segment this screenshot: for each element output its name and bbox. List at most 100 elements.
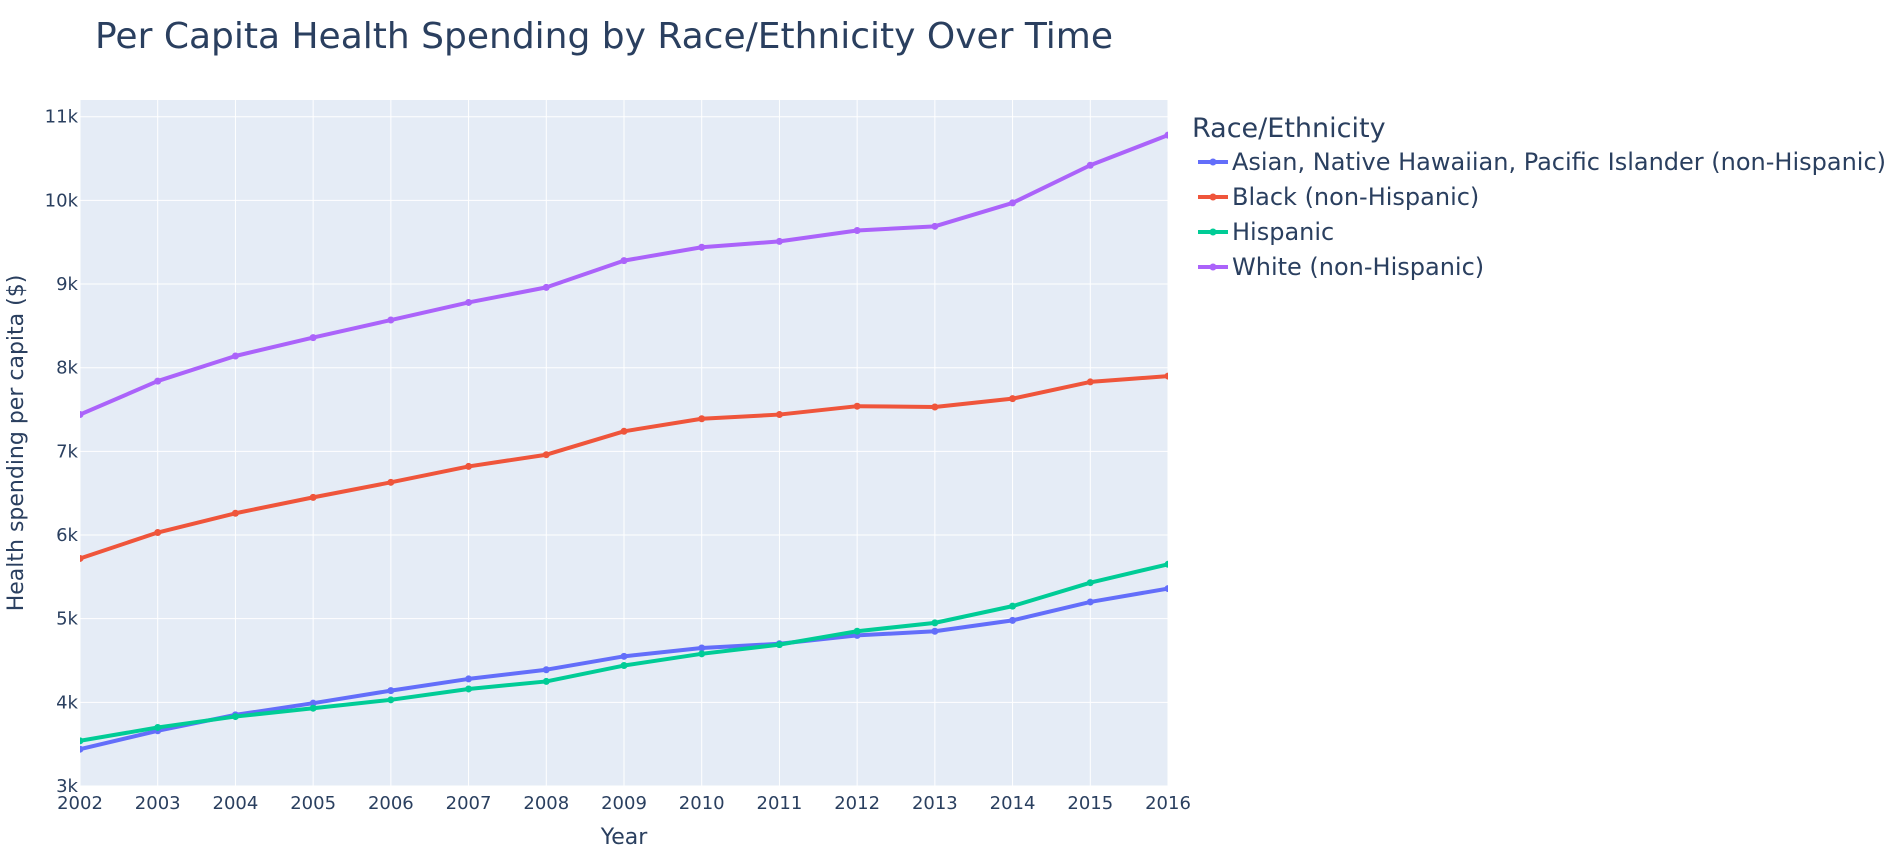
data-point	[620, 427, 628, 435]
x-axis-title: Year	[600, 825, 649, 850]
x-tick-label: 2016	[1145, 793, 1191, 814]
data-point	[154, 529, 162, 537]
chart-title: Per Capita Health Spending by Race/Ethni…	[95, 16, 1113, 57]
x-tick-label: 2007	[446, 793, 492, 814]
data-point	[620, 257, 628, 265]
y-tick-label: 9k	[56, 274, 78, 295]
data-point	[775, 641, 783, 649]
legend-swatch-marker	[1209, 228, 1217, 236]
data-point	[309, 699, 317, 707]
data-point	[931, 627, 939, 635]
legend-label: Hispanic	[1232, 218, 1334, 246]
data-point	[309, 493, 317, 501]
y-tick-label: 3k	[56, 776, 78, 797]
data-point	[698, 650, 706, 658]
data-point	[542, 677, 550, 685]
data-point	[154, 377, 162, 385]
data-point	[465, 685, 473, 693]
data-point	[1009, 199, 1017, 207]
y-tick-label: 4k	[56, 692, 78, 713]
legend-label: White (non-Hispanic)	[1232, 253, 1484, 281]
data-point	[231, 352, 239, 360]
data-point	[620, 662, 628, 670]
y-tick-label: 6k	[56, 525, 78, 546]
legend-swatch-marker	[1209, 263, 1217, 271]
axis-layer: 2002 2003 2004 2005 2006 2007 2008 2009 2010 2011…	[45, 107, 1191, 814]
data-point	[542, 666, 550, 674]
data-point	[465, 462, 473, 470]
data-point	[931, 403, 939, 411]
data-point	[387, 478, 395, 486]
data-point	[1164, 372, 1168, 380]
series-group	[80, 560, 1168, 745]
legend-swatch-marker	[1209, 158, 1217, 166]
x-tick-label: 2006	[368, 793, 414, 814]
data-point	[387, 316, 395, 324]
data-point	[1086, 161, 1094, 169]
x-tick-label: 2013	[912, 793, 958, 814]
data-point	[775, 237, 783, 245]
x-tick-label: 2008	[523, 793, 569, 814]
data-point	[1164, 560, 1168, 568]
x-tick-label: 2004	[213, 793, 259, 814]
data-point	[620, 652, 628, 660]
data-point	[1164, 585, 1168, 593]
series-group	[80, 372, 1168, 562]
y-tick-label: 11k	[45, 107, 79, 128]
data-point	[80, 737, 84, 745]
data-point	[309, 704, 317, 712]
data-point	[465, 298, 473, 306]
data-point	[542, 451, 550, 459]
data-point	[853, 227, 861, 235]
data-point	[931, 222, 939, 230]
data-point	[1009, 395, 1017, 403]
x-tick-label: 2011	[757, 793, 803, 814]
legend-swatch-marker	[1209, 193, 1217, 201]
legend-item[interactable]: Asian, Native Hawaiian, Pacific Islander…	[1198, 148, 1886, 176]
legend-title: Race/Ethnicity	[1192, 113, 1386, 144]
data-point	[698, 415, 706, 423]
data-point	[387, 687, 395, 695]
data-point	[542, 283, 550, 291]
data-point	[931, 619, 939, 627]
data-point	[80, 411, 84, 419]
legend-item[interactable]: Hispanic	[1198, 218, 1334, 246]
x-tick-label: 2009	[601, 793, 647, 814]
x-tick-label: 2005	[290, 793, 336, 814]
grid-layer	[79, 100, 1169, 787]
legend-item[interactable]: White (non-Hispanic)	[1198, 253, 1484, 281]
y-tick-label: 10k	[45, 190, 79, 211]
x-tick-label: 2012	[834, 793, 880, 814]
data-point	[231, 509, 239, 517]
y-axis-title: Health spending per capita ($)	[4, 275, 29, 612]
data-point	[80, 745, 84, 753]
data-point	[1009, 602, 1017, 610]
x-tick-label: 2015	[1067, 793, 1113, 814]
legend-items: Asian, Native Hawaiian, Pacific Islander…	[1198, 148, 1886, 281]
data-point	[1086, 378, 1094, 386]
data-point	[154, 723, 162, 731]
legend-label: Black (non-Hispanic)	[1232, 183, 1479, 211]
data-point	[698, 644, 706, 652]
data-point	[1086, 598, 1094, 606]
x-tick-label: 2002	[57, 793, 103, 814]
legend-item[interactable]: Black (non-Hispanic)	[1198, 183, 1479, 211]
legend: Race/Ethnicity Asian, Native Hawaiian, P…	[1192, 113, 1886, 281]
data-point	[231, 713, 239, 721]
data-point	[309, 334, 317, 342]
x-tick-label: 2010	[679, 793, 725, 814]
data-point	[1009, 616, 1017, 624]
y-tick-label: 8k	[56, 358, 78, 379]
data-point	[80, 554, 84, 562]
x-tick-label: 2014	[990, 793, 1036, 814]
data-point	[1086, 579, 1094, 587]
data-point	[853, 402, 861, 410]
series-layer	[80, 131, 1168, 753]
data-point	[1164, 131, 1168, 139]
data-point	[387, 696, 395, 704]
data-point	[698, 243, 706, 251]
data-point	[853, 627, 861, 635]
x-tick-label: 2003	[135, 793, 181, 814]
